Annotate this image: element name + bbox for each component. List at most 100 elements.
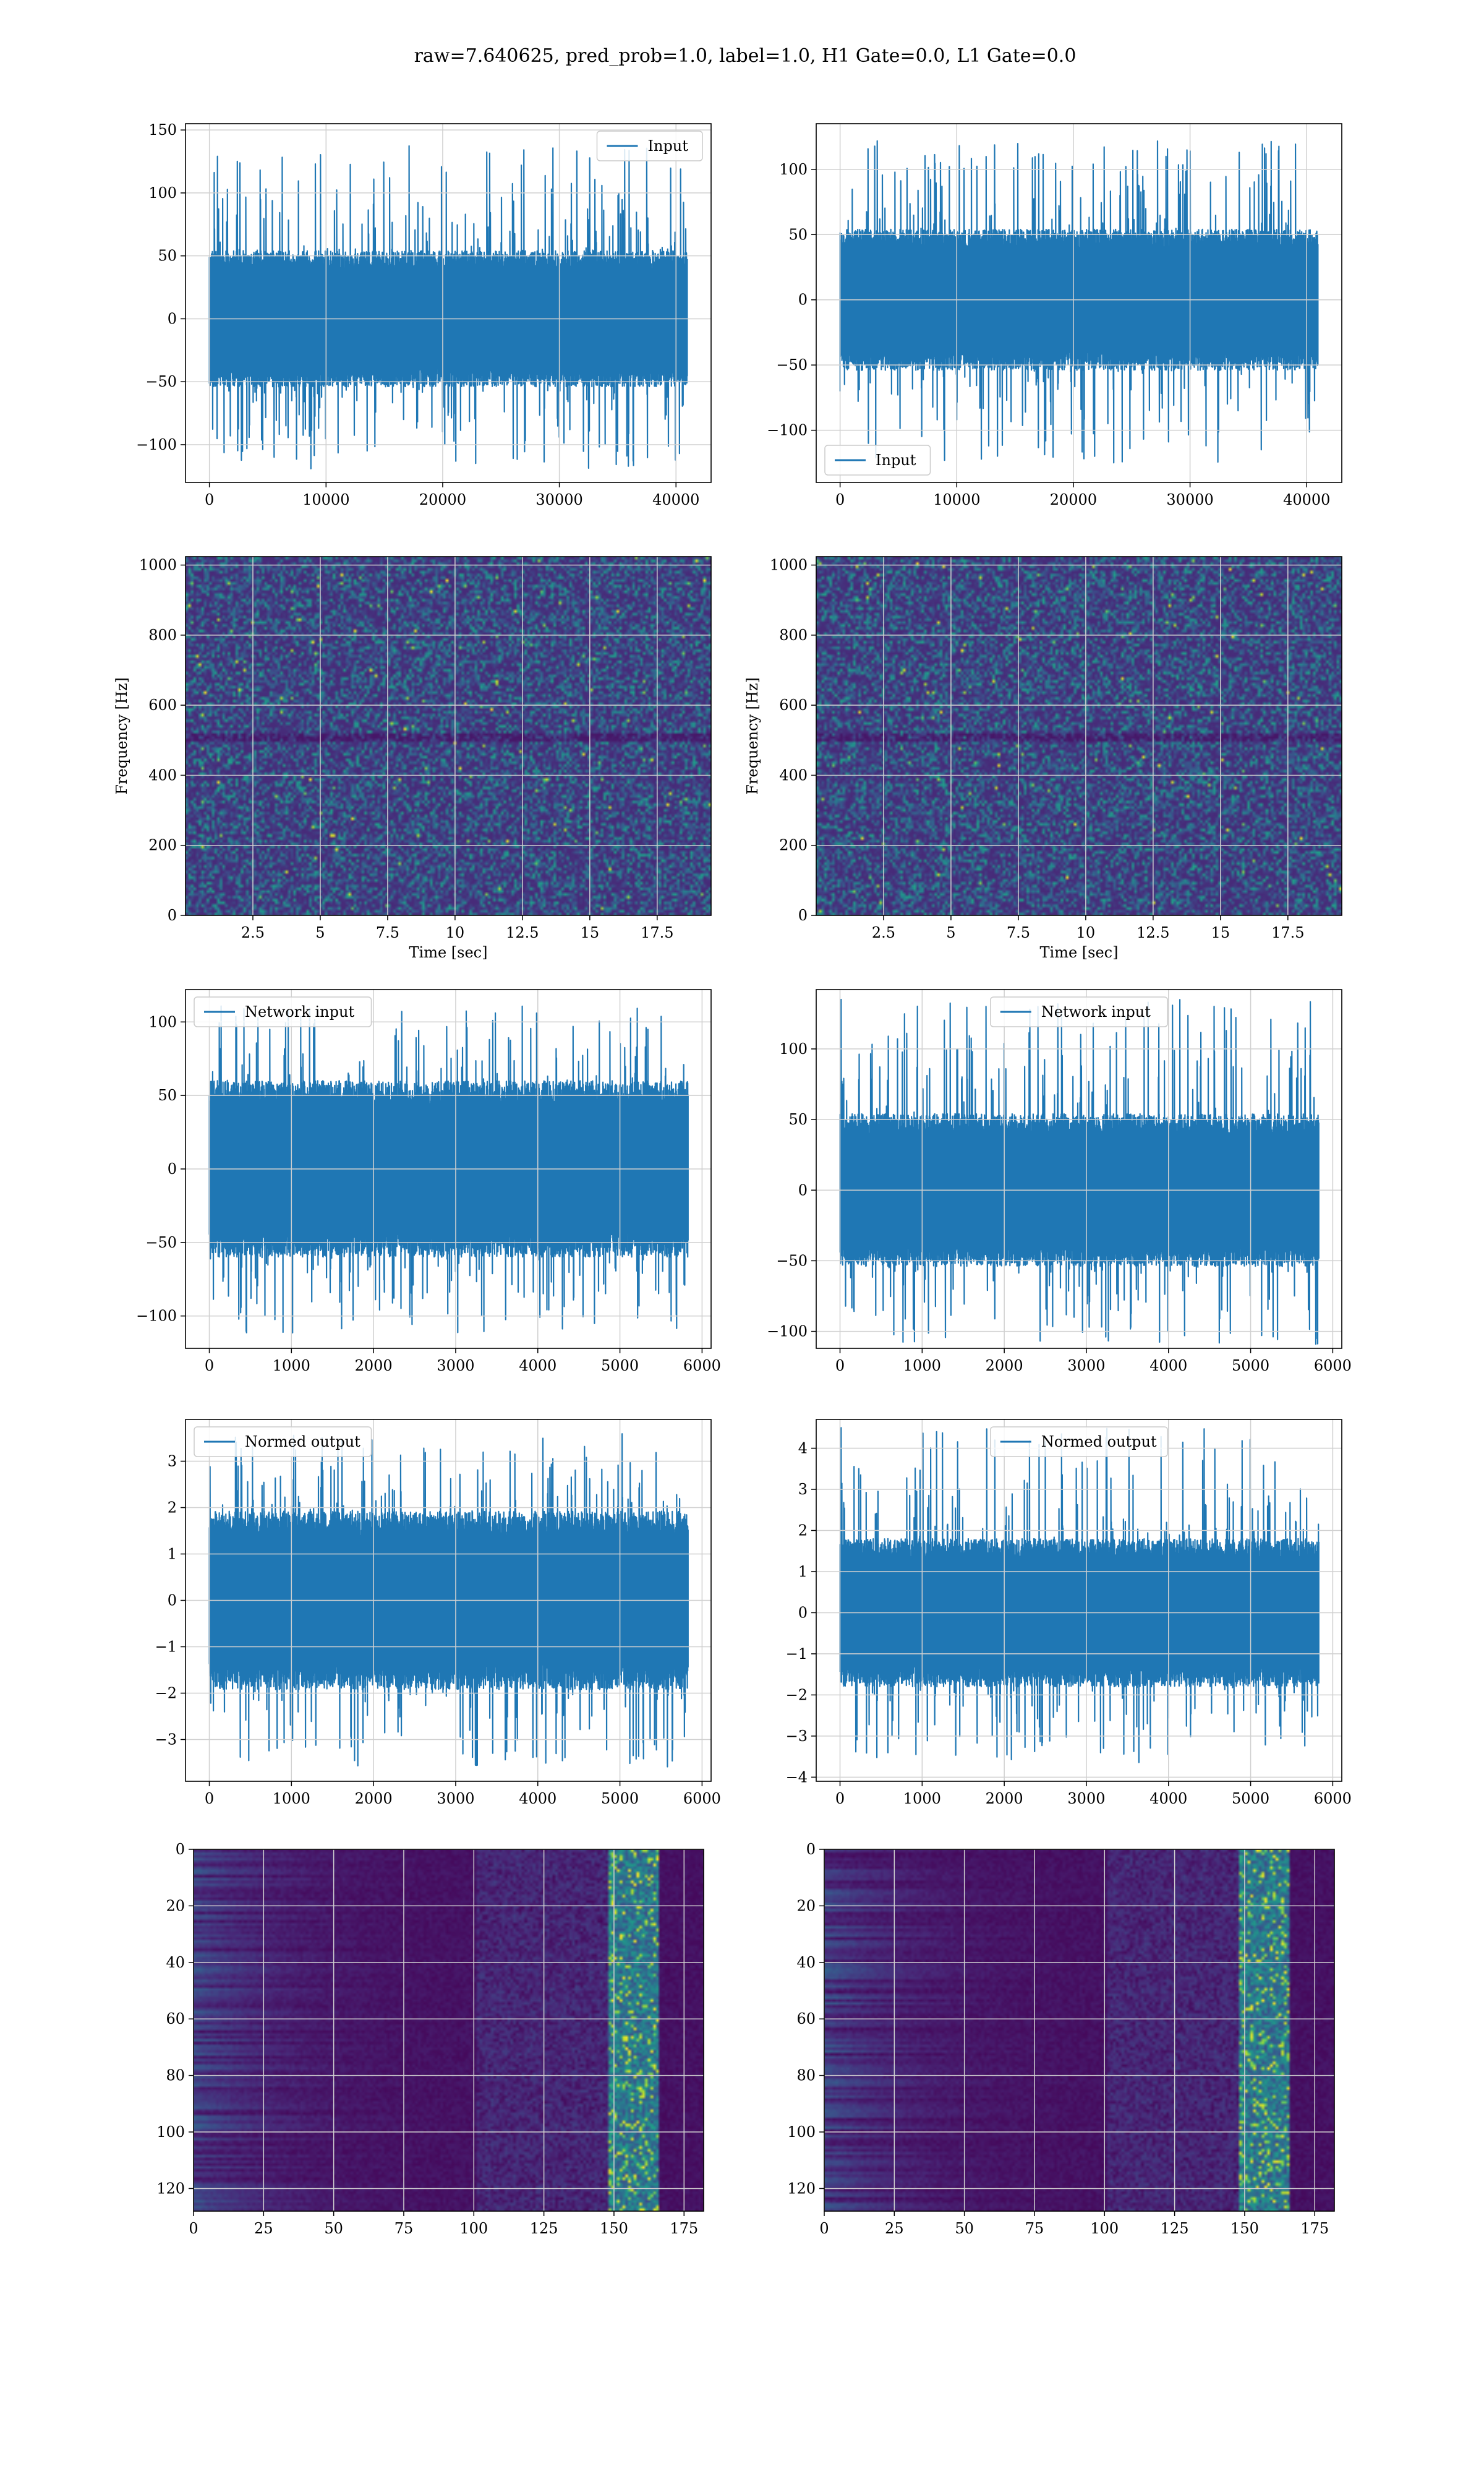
subplot-r4c1: 0 1000 2000 3000 4000 5000 6000 −3 −2 −1 0 1 2 3 Norme…: [155, 1419, 721, 1807]
subplot-r2c1: 2.5 5 7.5 10 12.5 15 17.5 0 200 400 600 800 1000 Time…: [113, 556, 712, 961]
ticks: 0 25 50 75 100 125 150 175 0 20 40 60 80 100 120: [156, 1841, 698, 2237]
x-tick-label: 12.5: [1136, 924, 1169, 941]
y-tick-label: 50: [788, 1111, 808, 1128]
x-tick-label: 4000: [1149, 1357, 1187, 1374]
x-axis-label: Time [sec]: [1040, 944, 1119, 961]
x-tick-label: 4000: [519, 1357, 556, 1374]
legend: Network input: [194, 996, 372, 1027]
y-tick-label: 60: [166, 2010, 185, 2027]
grid: [186, 124, 711, 482]
axes-frame: [816, 123, 1342, 483]
x-tick-label: 6000: [683, 1790, 721, 1807]
y-tick-label: 1000: [139, 557, 177, 574]
x-tick-label: 25: [885, 2220, 904, 2237]
x-tick-label: 6000: [683, 1357, 721, 1374]
axes-frame: [816, 989, 1342, 1349]
x-tick-label: 125: [530, 2220, 558, 2237]
y-tick-label: 0: [168, 310, 177, 327]
heatmap-image: [816, 557, 1342, 915]
y-tick-label: −50: [145, 373, 177, 390]
axes-frame: [193, 1849, 704, 2212]
y-tick-label: 100: [787, 2123, 816, 2141]
legend-label: Network input: [245, 1003, 354, 1021]
ticks: 0 1000 2000 3000 4000 5000 6000 −100 −50 0 50 100: [136, 1013, 721, 1374]
x-tick-label: 2000: [355, 1357, 393, 1374]
legend-box: [194, 1426, 372, 1457]
y-tick-label: 50: [158, 1087, 177, 1104]
ticks: 0 1000 2000 3000 4000 5000 6000 −4 −3 −2 −1 0 1 2 3 4: [786, 1440, 1352, 1807]
plot-area: [816, 557, 1342, 915]
x-tick-label: 10: [446, 924, 465, 941]
ticks: 0 1000 2000 3000 4000 5000 6000 −3 −2 −1 0 1 2 3: [155, 1453, 721, 1808]
legend: Normed output: [990, 1426, 1168, 1457]
y-tick-label: 40: [166, 1954, 185, 1971]
x-tick-label: 3000: [437, 1790, 474, 1807]
grid: [186, 1419, 711, 1781]
plot-area: [186, 557, 711, 915]
x-tick-label: 2000: [355, 1790, 393, 1807]
y-axis-label: Frequency [Hz]: [113, 677, 130, 795]
x-tick-label: 17.5: [641, 924, 673, 941]
y-tick-label: 120: [787, 2180, 816, 2197]
axes-frame: [816, 1419, 1342, 1782]
x-tick-label: 10000: [933, 491, 980, 508]
axes-frame: [816, 556, 1342, 916]
x-tick-label: 15: [581, 924, 600, 941]
x-tick-label: 5000: [601, 1790, 639, 1807]
x-tick-label: 17.5: [1271, 924, 1304, 941]
x-tick-label: 4000: [519, 1790, 556, 1807]
y-tick-label: 0: [168, 1592, 177, 1609]
y-tick-label: 100: [779, 161, 808, 178]
subplot-r3c2: 0 1000 2000 3000 4000 5000 6000 −100 −50 0 50 100 Ne…: [767, 989, 1352, 1374]
y-tick-label: 50: [158, 247, 177, 265]
legend: Network input: [990, 996, 1168, 1027]
series-line: [208, 1433, 689, 1768]
x-tick-label: 5000: [601, 1357, 639, 1374]
x-tick-label: 0: [835, 1790, 845, 1807]
x-tick-label: 1000: [273, 1790, 310, 1807]
x-axis-label: Time [sec]: [409, 944, 488, 961]
x-tick-label: 6000: [1314, 1357, 1352, 1374]
legend: Normed output: [194, 1426, 372, 1457]
ticks: 0 10000 20000 30000 40000 −100 −50 0 50 100: [767, 161, 1330, 508]
x-tick-label: 50: [324, 2220, 343, 2237]
legend-label: Normed output: [245, 1433, 360, 1450]
y-tick-label: 0: [168, 1160, 177, 1178]
x-tick-label: 0: [205, 491, 214, 508]
y-tick-label: 100: [156, 2123, 185, 2141]
y-tick-label: −4: [786, 1768, 808, 1786]
y-tick-label: 120: [156, 2180, 185, 2197]
x-tick-label: 25: [254, 2220, 273, 2237]
x-tick-label: 150: [1230, 2220, 1259, 2237]
subplot-r3c1: 0 1000 2000 3000 4000 5000 6000 −100 −50 0 50 100 Ne…: [136, 989, 721, 1374]
y-tick-label: −1: [155, 1638, 177, 1656]
legend-label: Network input: [1041, 1003, 1151, 1021]
legend-label: Normed output: [1041, 1433, 1157, 1450]
y-tick-label: 40: [796, 1954, 816, 1971]
y-tick-label: 0: [798, 291, 808, 309]
y-tick-label: 80: [796, 2067, 816, 2084]
x-tick-label: 3000: [1067, 1357, 1105, 1374]
x-tick-label: 12.5: [506, 924, 539, 941]
x-tick-label: 0: [205, 1790, 214, 1807]
subplot-r4c2: 0 1000 2000 3000 4000 5000 6000 −4 −3 −2 −1 0 1 2 3 4 No…: [786, 1419, 1352, 1807]
y-tick-label: 100: [148, 184, 177, 202]
y-tick-label: 0: [798, 1181, 808, 1199]
x-tick-label: 1000: [903, 1790, 941, 1807]
plot-area: [839, 140, 1319, 464]
y-tick-label: 600: [779, 696, 808, 714]
x-tick-label: 2000: [986, 1790, 1023, 1807]
y-tick-label: 200: [779, 837, 808, 854]
x-tick-label: 0: [835, 1357, 845, 1374]
x-tick-label: 75: [1025, 2220, 1044, 2237]
ticks: 2.5 5 7.5 10 12.5 15 17.5 0 200 400 600 800 1000: [770, 557, 1305, 941]
series-line: [839, 140, 1319, 464]
grid: [816, 1419, 1342, 1781]
y-tick-label: 400: [779, 766, 808, 784]
y-tick-label: 400: [148, 766, 177, 784]
x-tick-label: 1000: [273, 1357, 310, 1374]
y-tick-label: −50: [776, 1252, 808, 1269]
x-tick-label: 0: [189, 2220, 198, 2237]
y-tick-label: 100: [148, 1013, 177, 1030]
